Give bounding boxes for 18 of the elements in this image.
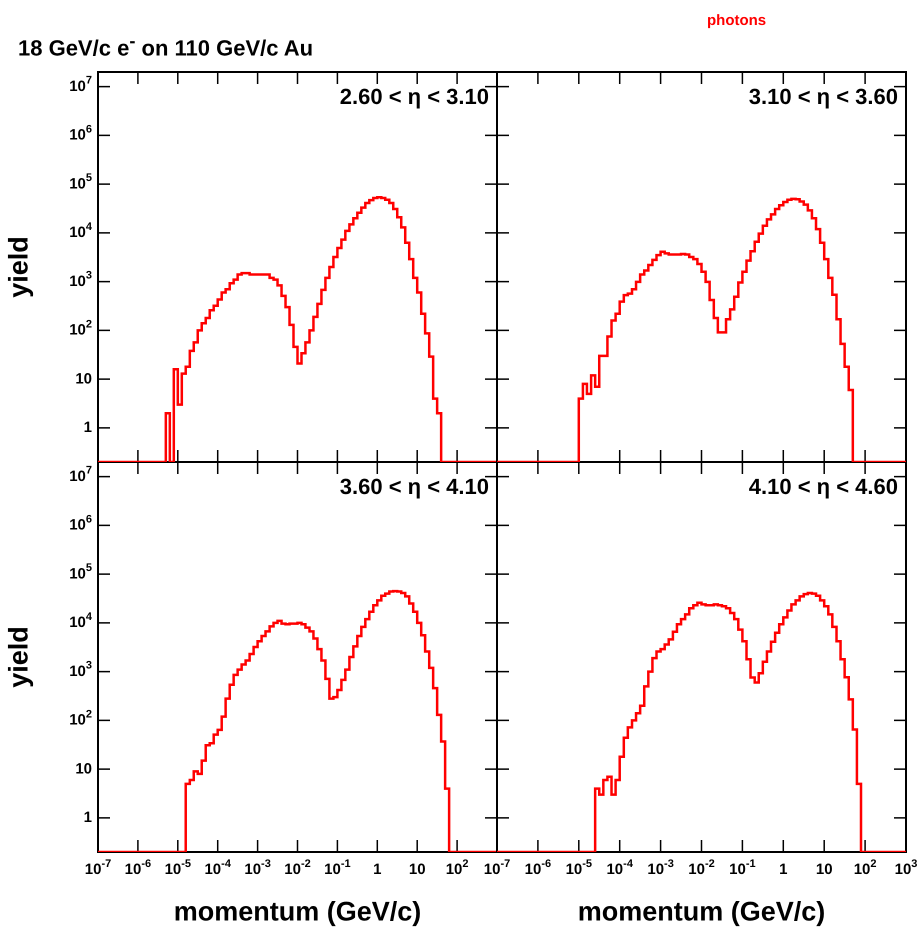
y-tick-label: 1 <box>84 419 92 436</box>
y-axis-title: yield <box>4 236 34 298</box>
chart-title: 18 GeV/c e$^{-}$ on 110 GeV/c Au <box>18 30 314 62</box>
x-tick-label: 1 <box>779 861 788 878</box>
annotation: 3.10 < η < 3.60 <box>748 84 898 110</box>
x-tick-label: 10 <box>816 861 833 878</box>
y-tick-label: 10 <box>75 370 92 388</box>
x-axis-title: momentum (GeV/c) <box>578 896 826 926</box>
y-tick-label: 10 <box>75 760 92 778</box>
annotation: 3.60 < η < 4.10 <box>340 474 489 500</box>
text: photons <box>707 12 766 29</box>
x-axis-title: momentum (GeV/c) <box>174 896 422 926</box>
y-tick-label: 1 <box>84 809 92 826</box>
x-tick-label: 1 <box>373 861 382 878</box>
annotation: 2.60 < η < 3.10 <box>340 84 489 110</box>
x-tick-label: 10 <box>408 861 426 878</box>
y-axis-title: yield <box>4 626 34 688</box>
annotation: 4.10 < η < 4.60 <box>748 474 898 500</box>
